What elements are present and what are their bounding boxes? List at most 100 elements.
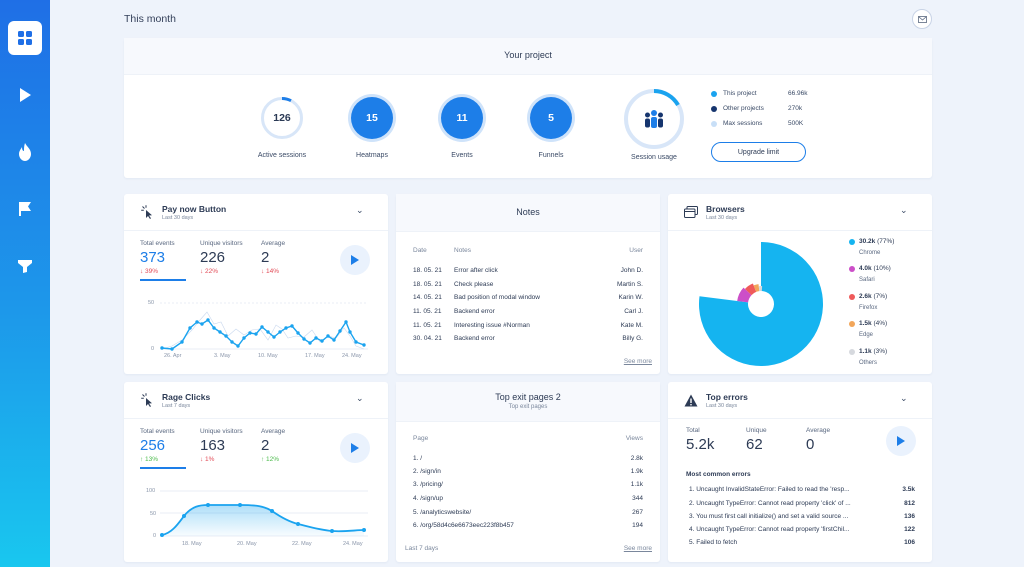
funnel-icon[interactable] (8, 249, 42, 283)
metric-label: Active sessions (257, 152, 307, 159)
error-text: 3. You must first call initialize() and … (689, 513, 849, 520)
note-user: Karin W. (618, 294, 643, 301)
cursor-click-icon (141, 393, 152, 407)
envelope-icon (917, 15, 927, 23)
metric-events[interactable]: 11 Events (422, 97, 502, 159)
x-tick: 26. Apr (164, 353, 182, 359)
note-text: Interesting issue #Norman (454, 322, 530, 329)
heatmaps-ring: 15 (351, 97, 393, 139)
recordings-play-icon[interactable] (8, 78, 42, 112)
chevron-down-icon[interactable]: ⌄ (356, 205, 364, 215)
error-text: 4. Uncaught TypeError: Cannot read prope… (689, 526, 850, 533)
metric-label: Events (451, 152, 473, 159)
card-subtitle: Top exit pages (508, 404, 548, 410)
card-title: Top errors (706, 392, 748, 402)
page-title: This month (124, 13, 176, 25)
heatmap-flame-icon[interactable] (8, 135, 42, 169)
note-user: Martin S. (616, 281, 643, 288)
stat-label: Average (261, 428, 286, 435)
events-flag-icon[interactable] (8, 192, 42, 226)
page-views: 1.1k (630, 481, 643, 488)
pie-slice-firefox (744, 283, 757, 296)
page-path: 2. /sign/in (413, 468, 441, 475)
play-button[interactable] (340, 433, 370, 463)
see-more-link[interactable]: See more (623, 358, 652, 365)
see-more-link[interactable]: See more (623, 545, 652, 552)
error-text: 5. Failed to fetch (689, 539, 738, 546)
upgrade-limit-button[interactable]: Upgrade limit (711, 142, 806, 162)
stat-value: 5.2k (686, 436, 715, 453)
card-subtitle: Last 30 days (162, 215, 194, 221)
dashboard-icon[interactable] (8, 21, 42, 55)
metric-session-usage[interactable]: Session usage (614, 89, 694, 161)
error-count: 136 (904, 513, 915, 520)
metric-value: 126 (273, 112, 291, 124)
legend-dot (849, 294, 855, 300)
column-header-date: Date (413, 247, 427, 254)
stat-label: Total events (140, 428, 175, 435)
metric-heatmaps[interactable]: 15 Heatmaps (332, 97, 412, 159)
notes-header (396, 194, 660, 232)
stat-value: 373 (140, 249, 166, 266)
page-views: 1.9k (630, 468, 643, 475)
divider (668, 418, 932, 419)
metric-funnels[interactable]: 5 Funnels (511, 97, 591, 159)
y-tick: 100 (146, 488, 156, 494)
users-group-icon (645, 110, 663, 128)
stat-delta: ↓ 22% (200, 268, 219, 275)
legend-value: 4.0k (10%) (859, 265, 891, 272)
card-subtitle: Last 30 days (706, 403, 738, 409)
note-user: Billy G. (622, 335, 643, 342)
legend-value: 2.6k (7%) (859, 293, 887, 300)
note-text: Backend error (454, 335, 495, 342)
chevron-down-icon[interactable]: ⌄ (900, 205, 908, 215)
legend-dot (849, 266, 855, 272)
stat-label: Unique visitors (200, 240, 243, 247)
x-tick: 22. May (292, 541, 312, 547)
card-title: Rage Clicks (162, 392, 211, 402)
legend-name: Edge (859, 332, 874, 338)
play-button[interactable] (340, 245, 370, 275)
x-tick: 24. May (343, 541, 363, 547)
metric-label: Session usage (631, 154, 677, 161)
legend-label: This project (723, 90, 757, 97)
y-tick: 0 (153, 533, 157, 539)
project-title: Your project (504, 50, 552, 60)
legend-label: Max sessions (723, 120, 763, 127)
x-tick: 20. May (237, 541, 257, 547)
pay-now-line-chart (160, 302, 368, 351)
note-text: Bad position of modal window (454, 294, 540, 301)
legend-value: 66.96k (788, 90, 808, 97)
note-date: 18. 05. 21 (413, 281, 442, 288)
pie-slice-safari (737, 287, 752, 303)
note-user: Carl J. (624, 308, 643, 315)
metric-value: 15 (366, 112, 378, 124)
error-count: 812 (904, 500, 915, 507)
chevron-down-icon[interactable]: ⌄ (900, 393, 908, 403)
chevron-down-icon[interactable]: ⌄ (356, 393, 364, 403)
pct: (77%) (877, 238, 895, 245)
column-header-views: Views (625, 435, 643, 442)
pie-slice-others (758, 286, 763, 292)
card-subtitle: Last 7 days (162, 403, 191, 409)
stat-delta: ↑ 13% (140, 456, 159, 463)
value: 1.1k (859, 348, 872, 355)
legend-dot (849, 239, 855, 245)
top-errors-card: Top errors Last 30 days ⌄ Total 5.2k Uni… (668, 382, 932, 562)
notes-card: Notes Date Notes User 18. 05. 21 Error a… (396, 194, 660, 374)
play-button[interactable] (886, 426, 916, 456)
browsers-pie-chart (699, 242, 823, 366)
error-count: 3.5k (902, 486, 915, 493)
mail-button[interactable] (912, 9, 932, 29)
rage-clicks-card: Rage Clicks Last 7 days ⌄ Total events 2… (124, 382, 388, 562)
y-tick: 0 (151, 346, 155, 352)
divider (124, 230, 388, 231)
x-tick: 18. May (182, 541, 202, 547)
metric-value: 11 (456, 112, 468, 124)
metric-active-sessions[interactable]: 126 Active sessions (242, 97, 322, 159)
stat-value: 163 (200, 437, 226, 454)
error-text: 2. Uncaught TypeError: Cannot read prope… (689, 500, 851, 507)
legend-this-project: This project 66.96k (711, 90, 808, 97)
pie-slice-edge (753, 284, 760, 292)
stat-value: 226 (200, 249, 226, 266)
